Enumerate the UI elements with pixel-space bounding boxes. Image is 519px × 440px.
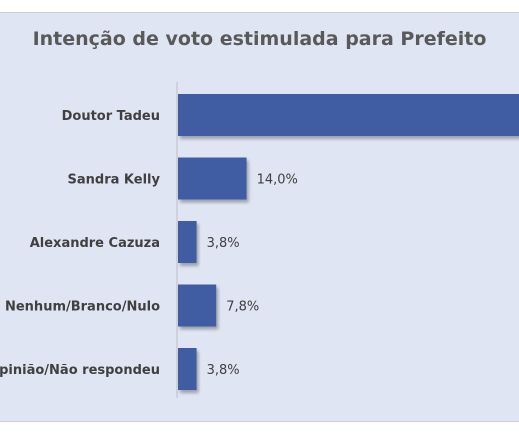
bar xyxy=(178,157,247,200)
chart-area xyxy=(0,12,519,422)
category-label: Alexandre Cazuza xyxy=(30,236,160,251)
category-label: Doutor Tadeu xyxy=(62,109,160,124)
category-label: Sandra Kelly xyxy=(68,173,161,188)
bar xyxy=(178,284,217,327)
category-label: Nenhum/Branco/Nulo xyxy=(5,300,160,315)
data-label: 3,8% xyxy=(207,363,240,378)
bar xyxy=(178,348,197,390)
data-label: 14,0% xyxy=(257,173,298,188)
category-label: Sem opinião/Não respondeu xyxy=(0,363,160,378)
bar xyxy=(178,94,519,136)
chart-title: Intenção de voto estimulada para Prefeit… xyxy=(32,28,487,50)
data-label: 7,8% xyxy=(226,300,259,315)
data-label: 3,8% xyxy=(207,236,240,251)
bar xyxy=(178,221,197,263)
